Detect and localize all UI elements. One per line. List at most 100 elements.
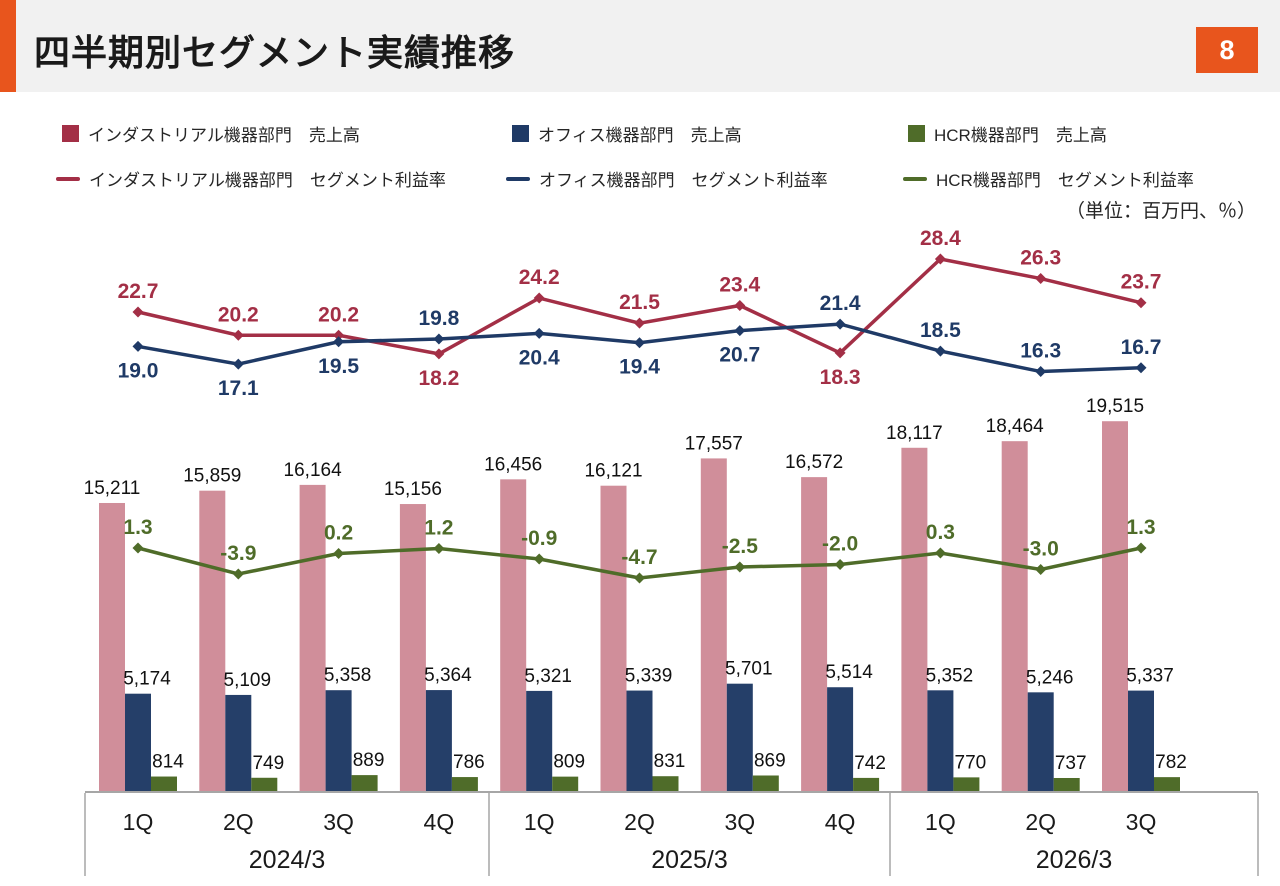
line-marker-icon — [1135, 297, 1147, 309]
legend-swatch-industrial-margin-icon — [56, 176, 80, 181]
line-marker-icon — [934, 253, 946, 265]
quarter-label: 2Q — [223, 809, 254, 835]
margin-value-label: 23.7 — [1121, 271, 1162, 294]
line-marker-icon — [1035, 564, 1047, 575]
line-marker-icon — [634, 572, 645, 584]
bar-value-label: 16,572 — [785, 452, 843, 473]
bar-series1 — [1027, 692, 1054, 792]
line-marker-icon — [232, 358, 244, 370]
bar-series1 — [827, 687, 854, 792]
legend-item-industrial-revenue: インダストリアル機器部門 売上高 — [62, 121, 360, 146]
legend-label-hcr-revenue: HCR機器部門 売上高 — [934, 126, 1107, 145]
header: 四半期別セグメント実績推移 8 — [0, 0, 1280, 92]
quarter-label: 3Q — [323, 809, 354, 835]
quarter-label: 3Q — [724, 809, 755, 835]
quarter-label: 2Q — [1025, 809, 1056, 835]
margin-value-label: 18.2 — [418, 367, 459, 390]
quarter-label: 1Q — [925, 809, 956, 835]
bar-value-label: 5,358 — [324, 665, 372, 686]
line-marker-icon — [934, 345, 946, 357]
bar-series0 — [700, 458, 727, 792]
line-marker-icon — [1035, 273, 1047, 285]
bar-series1 — [927, 690, 954, 792]
bar-value-label: 5,174 — [123, 669, 171, 690]
bar-value-label: 19,515 — [1086, 396, 1144, 417]
bar-series1 — [425, 690, 452, 792]
bar-series0 — [399, 504, 426, 792]
year-label: 2024/3 — [249, 846, 325, 874]
margin-value-label: 23.4 — [719, 274, 760, 297]
bar-value-label: 5,364 — [424, 665, 472, 686]
margin-value-label: -3.9 — [220, 542, 256, 565]
bar-series0 — [1102, 421, 1128, 792]
bar-value-label: 5,246 — [1026, 667, 1074, 688]
legend-item-hcr-revenue: HCR機器部門 売上高 — [908, 121, 1107, 146]
bar-value-label: 16,164 — [284, 460, 343, 481]
margin-value-label: 21.4 — [820, 292, 861, 315]
legend-label-hcr-margin: HCR機器部門 セグメント利益率 — [936, 171, 1194, 190]
margin-value-label: -2.5 — [722, 535, 759, 558]
margin-value-label: 19.4 — [619, 356, 660, 379]
bar-series1 — [325, 690, 352, 792]
bar-series2 — [953, 777, 980, 792]
quarter-label: 3Q — [1126, 809, 1157, 835]
legend-item-office-revenue: オフィス機器部門 売上高 — [512, 121, 742, 146]
margin-value-label: 26.3 — [1020, 247, 1061, 270]
bar-value-label: 15,211 — [84, 478, 141, 499]
line-marker-icon — [333, 336, 345, 348]
bar-series1 — [526, 690, 553, 792]
line-marker-icon — [1135, 542, 1147, 554]
bar-series1 — [726, 683, 753, 792]
bar-value-label: 15,859 — [183, 466, 241, 487]
line-marker-icon — [433, 543, 445, 554]
bar-value-label: 737 — [1055, 753, 1087, 774]
margin-value-label: 18.3 — [820, 366, 861, 389]
bar-series2 — [351, 775, 378, 792]
quarter-label: 4Q — [825, 809, 856, 835]
line-marker-icon — [433, 348, 445, 360]
bar-series1 — [125, 693, 151, 792]
bar-series0 — [901, 447, 928, 792]
year-label: 2025/3 — [651, 846, 727, 874]
bar-value-label: 5,339 — [625, 666, 673, 687]
line-marker-icon — [1135, 362, 1147, 374]
bar-value-label: 17,557 — [685, 433, 743, 454]
margin-value-label: 17.1 — [218, 377, 259, 400]
header-accent-bar — [0, 0, 16, 92]
bar-series2 — [752, 775, 779, 792]
bar-value-label: 831 — [654, 751, 686, 772]
margin-value-label: 20.4 — [519, 346, 560, 369]
line-marker-icon — [834, 318, 846, 330]
margin-value-label: 18.5 — [920, 319, 961, 342]
bar-series2 — [1053, 777, 1080, 792]
line-marker-icon — [433, 333, 445, 345]
year-label: 2026/3 — [1036, 846, 1112, 874]
bar-value-label: 5,321 — [524, 666, 572, 687]
bar-value-label: 889 — [353, 750, 385, 771]
bar-series0 — [1001, 441, 1028, 792]
margin-value-label: 20.7 — [719, 344, 760, 367]
margin-value-label: 1.2 — [424, 517, 453, 540]
bar-series1 — [225, 694, 252, 792]
bar-series0 — [199, 490, 226, 792]
bar-series1 — [1128, 690, 1154, 792]
quarter-label: 2Q — [624, 809, 655, 835]
margin-value-label: 1.3 — [123, 516, 152, 539]
line-marker-icon — [1035, 366, 1047, 378]
bar-series0 — [99, 502, 125, 792]
bar-value-label: 770 — [955, 752, 987, 773]
legend-swatch-hcr-revenue-icon — [908, 125, 925, 142]
line-marker-icon — [132, 306, 144, 318]
legend-swatch-office-margin-icon — [506, 176, 530, 181]
legend-label-office-margin: オフィス機器部門 セグメント利益率 — [539, 171, 828, 190]
margin-value-label: 16.7 — [1121, 336, 1162, 359]
bar-value-label: 742 — [854, 753, 886, 774]
line-marker-icon — [634, 317, 645, 329]
line-marker-icon — [834, 559, 846, 570]
margin-value-label: 22.7 — [118, 280, 159, 303]
margin-value-label: 19.5 — [318, 355, 359, 378]
bar-value-label: 814 — [152, 752, 184, 773]
margin-value-label: 20.2 — [318, 303, 359, 326]
line-marker-icon — [734, 561, 746, 573]
